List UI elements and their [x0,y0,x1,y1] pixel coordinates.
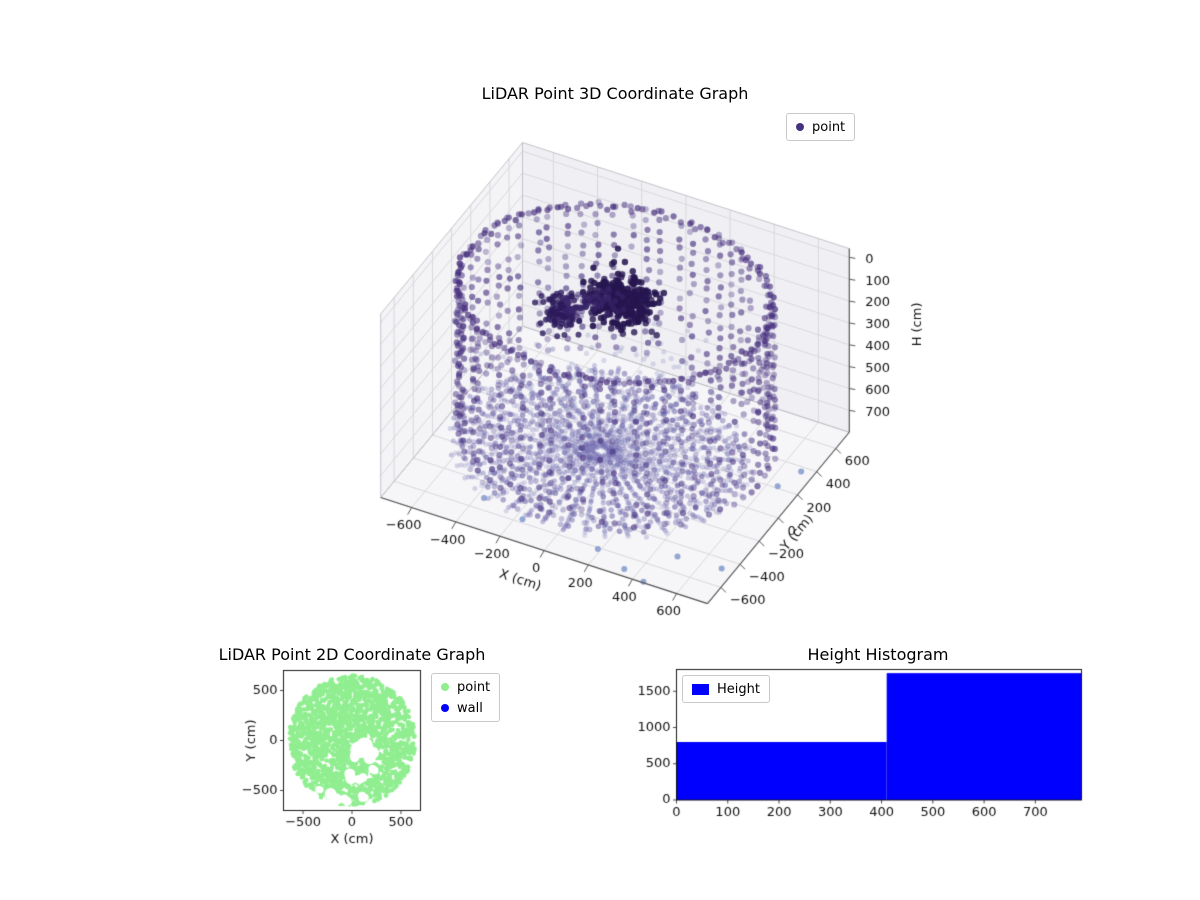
title-2d-scatter: LiDAR Point 2D Coordinate Graph [218,645,486,664]
title-histogram: Height Histogram [807,645,949,664]
legend-entry-height: Height [692,679,760,699]
legend-2d: point wall [431,673,501,722]
wall-marker-icon [441,704,449,712]
legend-histogram: Height [682,675,770,703]
point-marker-icon [796,123,804,131]
legend-3d: point [786,113,856,141]
legend-entry-point-2d: point [441,677,490,697]
title-3d-scatter: LiDAR Point 3D Coordinate Graph [481,84,749,103]
legend-entry-wall-2d: wall [441,698,490,718]
legend-label-height: Height [717,681,760,697]
legend-entry-point-3d: point [796,117,845,137]
legend-label-point-3d: point [812,119,846,135]
height-swatch-icon [692,683,709,695]
legend-label-wall-2d: wall [457,700,483,716]
legend-label-point-2d: point [457,679,491,695]
point-marker-icon [441,683,449,691]
